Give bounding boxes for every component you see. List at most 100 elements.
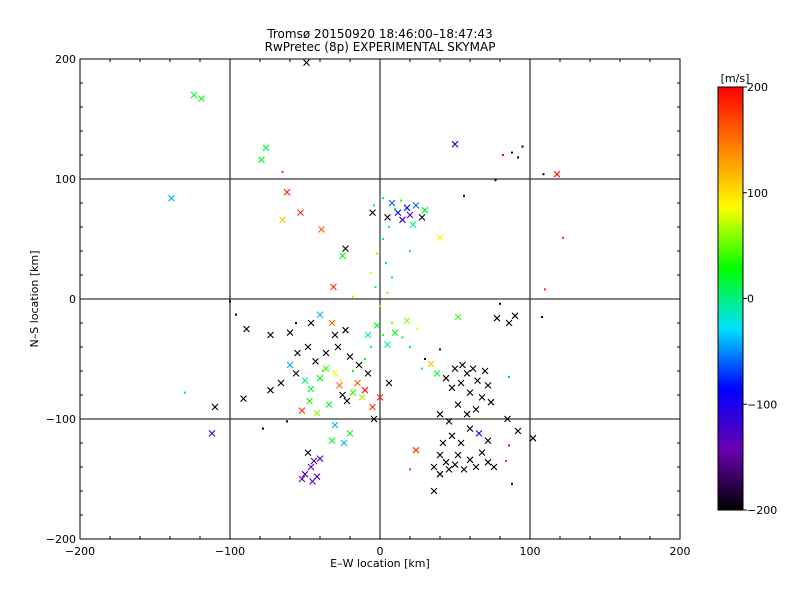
data-point-x: [343, 397, 351, 405]
data-point-x: [240, 395, 247, 402]
data-point-x: [409, 221, 417, 228]
data-point-x: [316, 455, 324, 462]
data-point-x: [346, 430, 354, 437]
data-point-x: [469, 365, 477, 372]
data-point-x: [399, 216, 406, 224]
data-point-x: [316, 311, 324, 318]
data-point-x: [298, 407, 306, 414]
data-point-x: [391, 329, 399, 336]
data-point-x: [448, 384, 456, 392]
data-point-x: [412, 446, 420, 454]
data-point-dot: [370, 271, 372, 274]
data-point-x: [354, 379, 361, 387]
data-point-x: [481, 367, 489, 375]
data-point-dot: [409, 346, 411, 348]
data-point-x: [292, 370, 300, 377]
data-point-x: [487, 398, 495, 406]
data-point-dot: [505, 460, 507, 462]
data-point-x: [484, 458, 492, 466]
data-point-x: [388, 199, 396, 207]
data-point-x: [474, 377, 481, 384]
y-tick-label: −200: [46, 533, 76, 546]
y-tick-label: 200: [55, 53, 76, 66]
data-point-x: [364, 370, 372, 377]
data-point-dot: [421, 367, 423, 370]
data-point-x: [504, 415, 511, 423]
data-point-x: [463, 370, 471, 377]
data-point-dot: [376, 252, 378, 255]
data-point-dot: [295, 322, 297, 324]
data-point-dot: [439, 348, 441, 351]
data-point-dot: [184, 391, 186, 394]
data-point-x: [553, 170, 561, 178]
grid-lines: [80, 59, 680, 539]
data-point-x: [283, 188, 291, 196]
data-point-x: [436, 451, 444, 459]
data-point-x: [355, 361, 363, 369]
data-point-x: [331, 370, 339, 377]
data-point-x: [322, 349, 330, 357]
data-point-x: [430, 487, 438, 495]
data-point-x: [330, 283, 337, 291]
data-point-dot: [352, 370, 354, 372]
x-tick-label: 0: [377, 545, 384, 558]
data-point-x: [312, 358, 319, 365]
data-point-dot: [281, 170, 284, 173]
data-point-x: [373, 322, 381, 329]
data-point-x: [349, 389, 357, 396]
data-point-dot: [424, 358, 426, 360]
data-point-x: [451, 461, 459, 468]
x-tick-label: −100: [215, 545, 245, 558]
data-point-x: [403, 204, 411, 212]
colorbar-tick-label: 200: [747, 81, 768, 94]
data-point-x: [460, 466, 468, 473]
data-point-x: [198, 95, 205, 102]
data-point-x: [442, 374, 450, 382]
data-point-x: [475, 430, 483, 437]
data-point-x: [279, 216, 286, 224]
data-point-dot: [508, 376, 510, 378]
data-point-x: [310, 457, 318, 465]
data-point-x: [364, 331, 372, 339]
data-point-dot: [394, 208, 396, 210]
data-point-x: [190, 91, 198, 99]
axis-ticks: [79, 58, 681, 540]
data-points: [168, 59, 564, 495]
data-point-x: [493, 314, 501, 322]
data-point-x: [361, 386, 369, 394]
data-point-x: [514, 427, 522, 435]
data-point-dot: [544, 288, 546, 291]
data-point-x: [342, 245, 349, 252]
data-point-dot: [379, 305, 381, 308]
data-point-x: [427, 360, 435, 368]
data-point-dot: [391, 322, 393, 324]
data-point-x: [478, 394, 486, 401]
data-point-x: [370, 415, 378, 423]
data-point-x: [267, 386, 274, 394]
data-point-x: [340, 439, 348, 447]
data-point-x: [316, 374, 324, 382]
data-point-x: [384, 214, 391, 221]
data-point-dot: [352, 295, 354, 298]
data-point-x: [412, 202, 420, 209]
data-point-dot: [502, 154, 504, 156]
data-point-x: [328, 319, 336, 327]
y-tick-label: −100: [46, 413, 76, 426]
data-point-x: [294, 349, 301, 357]
data-point-x: [211, 403, 219, 411]
data-point-x: [454, 313, 462, 321]
data-point-x: [430, 463, 438, 471]
data-point-dot: [322, 370, 324, 372]
data-point-x: [304, 343, 312, 351]
data-point-x: [484, 437, 492, 444]
data-point-x: [466, 389, 474, 396]
data-point-x: [303, 59, 310, 66]
data-point-x: [369, 403, 376, 411]
data-point-x: [454, 451, 462, 459]
data-point-dot: [385, 262, 387, 264]
data-point-x: [306, 397, 313, 405]
y-tick-label: 100: [55, 173, 76, 186]
data-point-dot: [373, 204, 375, 207]
data-point-dot: [409, 250, 411, 252]
data-point-dot: [409, 468, 411, 471]
